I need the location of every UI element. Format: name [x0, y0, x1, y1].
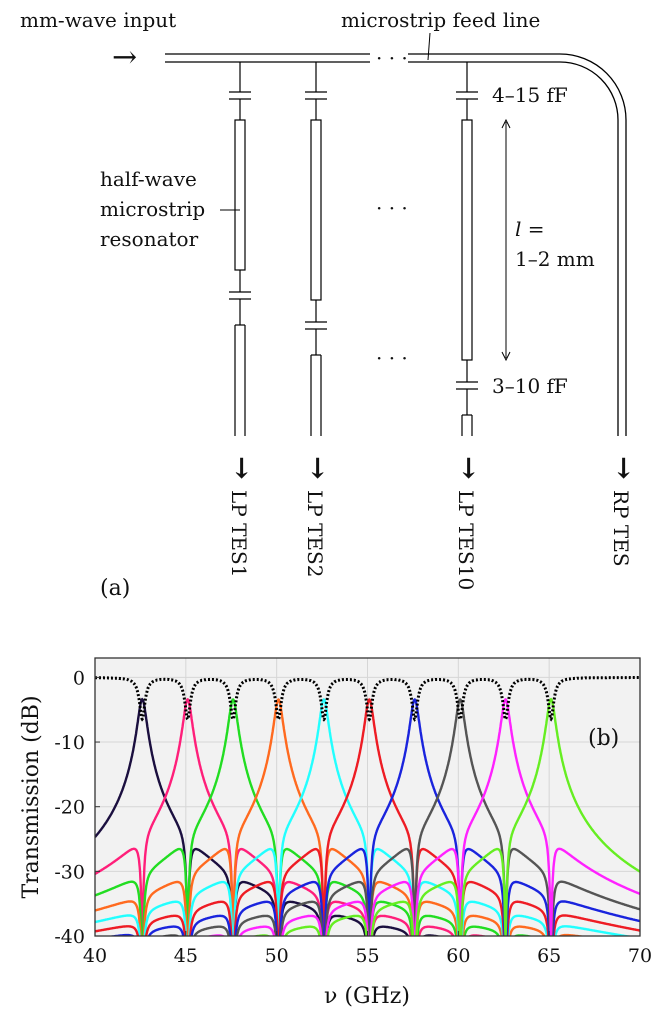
x-axis-label: ν (GHz)	[324, 984, 410, 1009]
y-tick-label: -40	[54, 926, 85, 948]
feed-line-label: microstrip feed line	[341, 8, 540, 32]
y-axis-label: Transmission (dB)	[19, 695, 44, 898]
x-tick-label: 55	[355, 945, 379, 967]
cap-top-label: 4–15 fF	[492, 83, 568, 107]
middle-dots-1: · · ·	[376, 196, 408, 220]
channel-1	[229, 62, 251, 436]
input-arrow: →	[112, 40, 137, 75]
x-axis-ticks: 40 45 50 55 60 65 70	[83, 931, 652, 967]
middle-dots-2: · · ·	[376, 346, 408, 370]
x-tick-label: 40	[83, 945, 107, 967]
x-tick-label: 60	[446, 945, 470, 967]
x-tick-label: 65	[537, 945, 561, 967]
series-line-2	[95, 698, 488, 936]
resonator-label-line-3: resonator	[100, 227, 199, 251]
resonator-label-line-2: microstrip	[100, 197, 205, 221]
resonator-label-line-1: half-wave	[100, 167, 197, 191]
length-label-2: 1–2 mm	[515, 247, 595, 271]
output-arrow-rp: ↓	[612, 452, 635, 485]
output-arrow-1: ↓	[230, 452, 253, 485]
y-tick-label: -10	[54, 732, 85, 754]
output-label-lp-tes2: LP TES2	[303, 490, 327, 577]
panel-a-label: (a)	[100, 576, 130, 601]
channel-2	[305, 62, 327, 436]
through-transmission	[95, 676, 640, 722]
feed-dots: · · ·	[376, 46, 408, 70]
y-tick-label: 0	[73, 667, 85, 689]
x-tick-label: 50	[265, 945, 289, 967]
through-line	[95, 676, 640, 722]
input-label: mm-wave input	[20, 8, 176, 32]
series-line-6	[95, 698, 640, 936]
length-dimension-arrow	[501, 118, 511, 362]
panel-b-chart: 40 45 50 55 60 65 70 0 -10 -20 -30 -40 ν (GHz) Tra…	[19, 657, 652, 1009]
channel-10	[456, 62, 478, 436]
length-label-1: l =	[515, 217, 545, 241]
x-tick-label: 45	[174, 945, 198, 967]
output-arrow-2: ↓	[306, 452, 329, 485]
output-label-lp-tes10: LP TES10	[454, 490, 478, 590]
x-tick-label: 70	[628, 945, 652, 967]
output-arrow-10: ↓	[457, 452, 480, 485]
y-tick-label: -30	[54, 861, 85, 883]
microstrip-feed-line	[165, 53, 627, 436]
y-axis-ticks: 0 -10 -20 -30 -40	[54, 667, 100, 948]
feed-label-leader	[427, 32, 431, 61]
output-label-rp-tes: RP TES	[609, 490, 633, 567]
panel-b-label: (b)	[588, 726, 619, 751]
panel-a-diagram: mm-wave input → microstrip feed line · ·…	[20, 8, 635, 601]
output-label-lp-tes1: LP TES1	[227, 490, 251, 577]
cap-bottom-label: 3–10 fF	[492, 374, 568, 398]
y-tick-label: -20	[54, 797, 85, 819]
